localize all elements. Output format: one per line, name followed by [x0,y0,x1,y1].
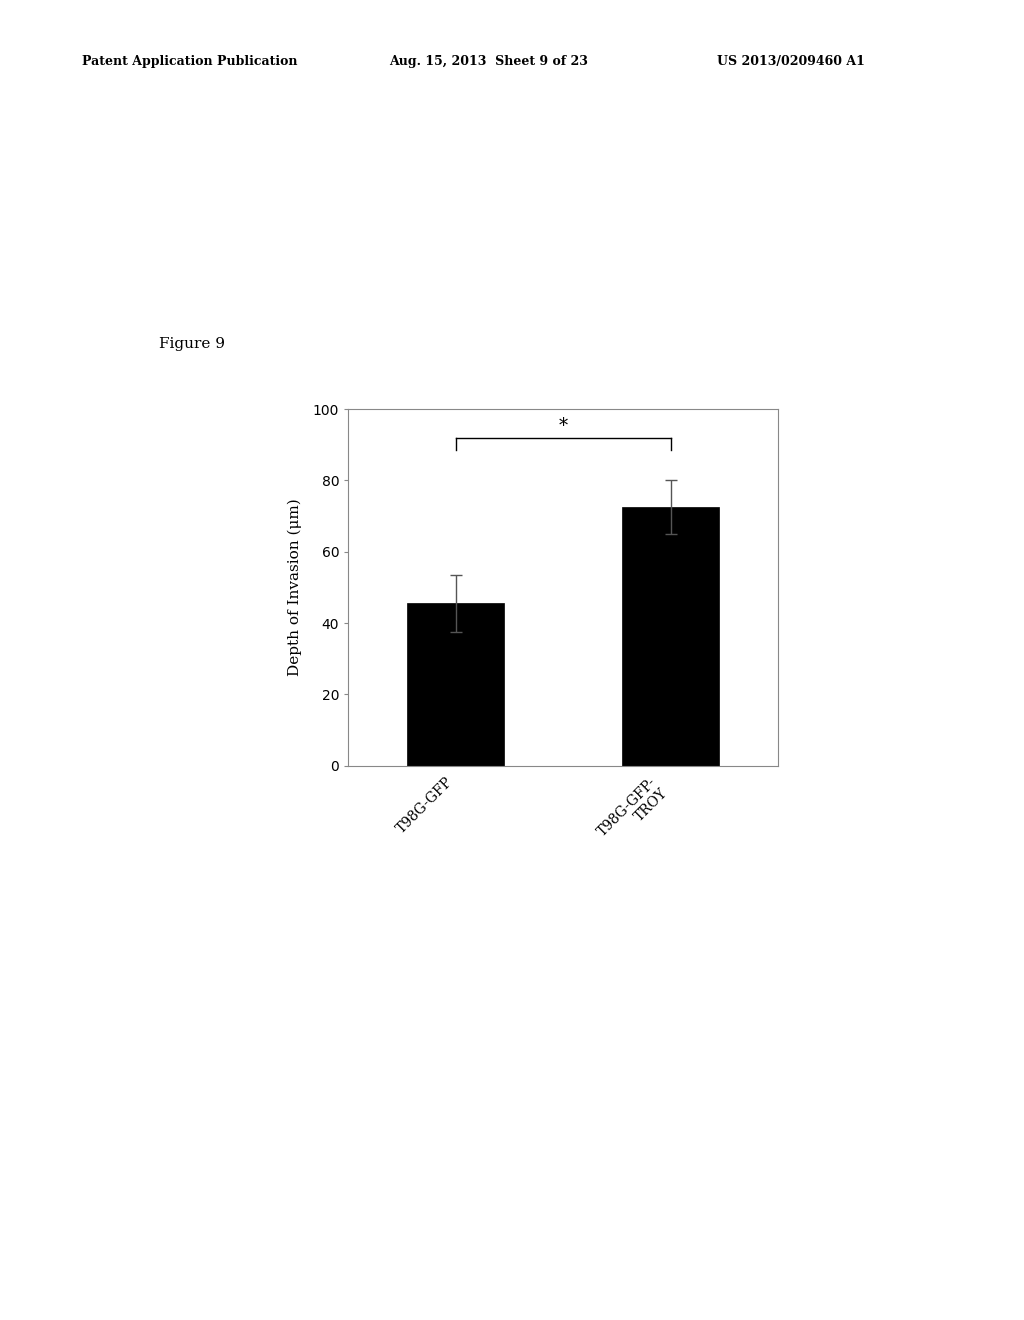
Text: Figure 9: Figure 9 [159,337,224,351]
Text: US 2013/0209460 A1: US 2013/0209460 A1 [717,55,864,69]
Text: Aug. 15, 2013  Sheet 9 of 23: Aug. 15, 2013 Sheet 9 of 23 [389,55,588,69]
Bar [623,507,719,766]
Y-axis label: Depth of Invasion (μm): Depth of Invasion (μm) [288,499,302,676]
Text: Patent Application Publication: Patent Application Publication [82,55,297,69]
Bar [408,603,504,766]
Text: *: * [559,417,567,434]
